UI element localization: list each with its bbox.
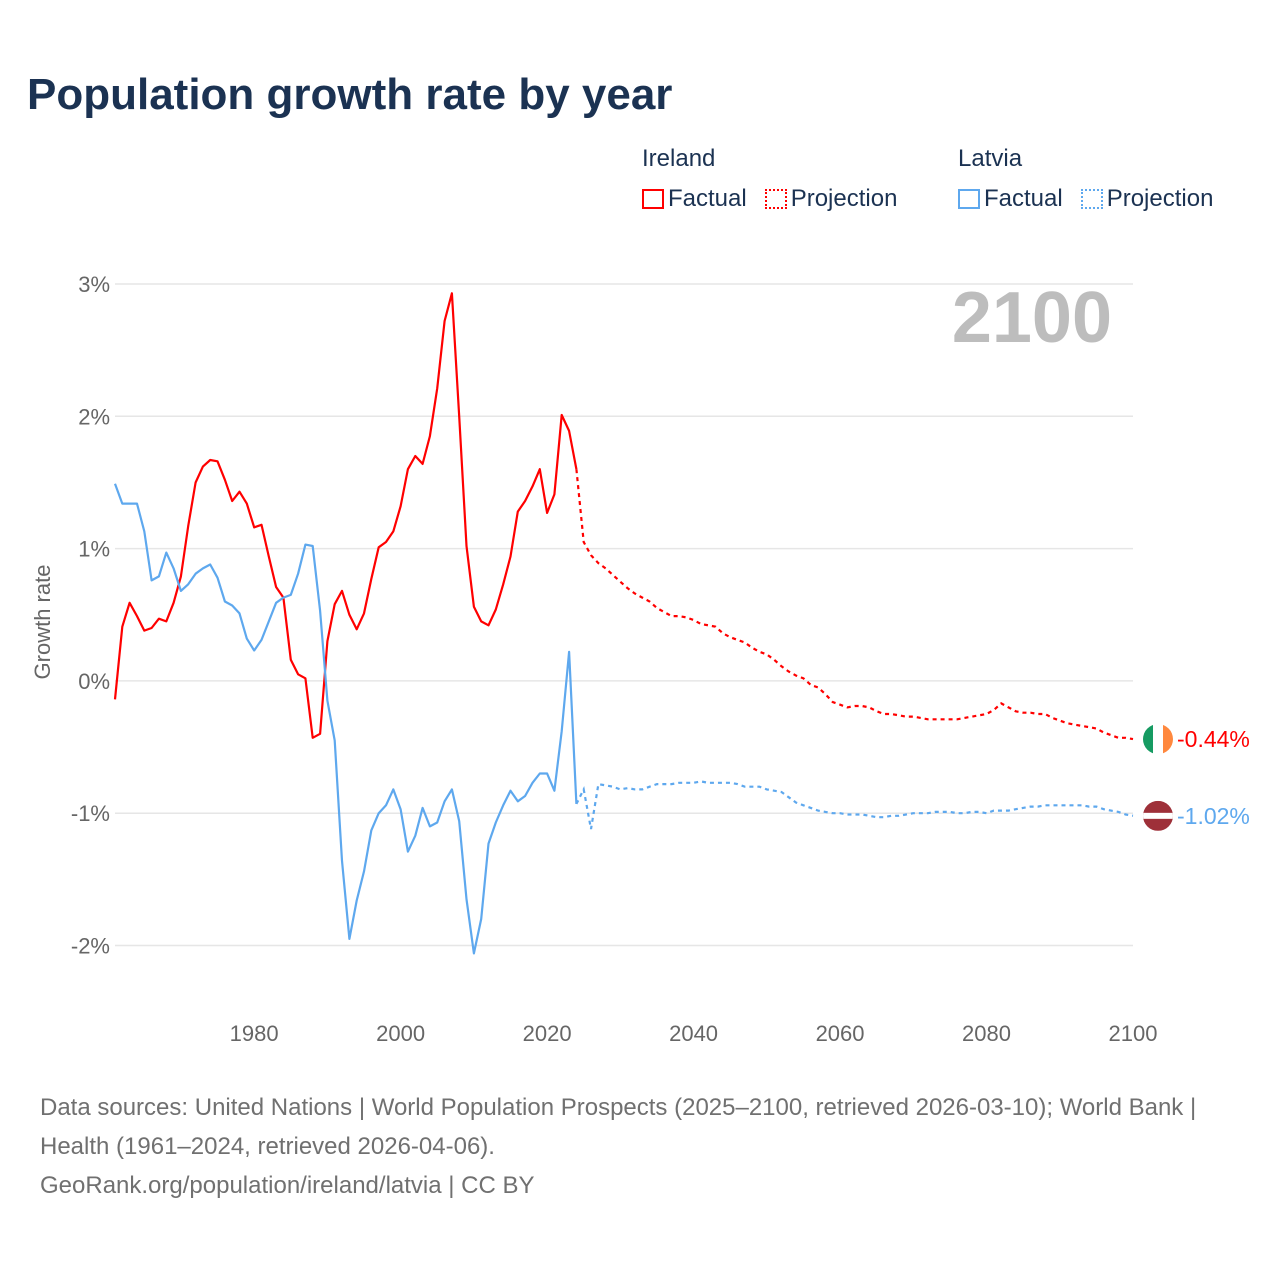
y-tick-label: 1% [78,537,110,562]
series-ireland-projection-line [575,469,1134,741]
y-tick-label: 3% [78,272,110,297]
data-sources: Data sources: United Nations | World Pop… [40,1094,1197,1160]
legend-swatch-dotted [1080,189,1103,209]
legend-ireland-factual[interactable]: Factual [642,185,747,213]
flag-stripe [1163,724,1173,755]
chart-title: Population growth rate by year [27,70,673,119]
series-latvia-projection-line [575,780,1134,830]
flag-stripe [1143,812,1173,819]
credit-link[interactable]: GeoRank.org/population/ireland/latvia | … [40,1172,535,1199]
y-tick-label: 0% [78,669,110,694]
legend-latvia-factual[interactable]: Factual [958,185,1063,213]
legend-ireland: Ireland Factual Projection [642,145,909,213]
legend-swatch-dotted [764,189,787,209]
y-axis-label: Growth rate [30,565,55,680]
x-tick-label: 2080 [962,1021,1011,1046]
legend-label: Factual [984,185,1063,212]
legend-swatch-solid [958,189,980,209]
y-tick-label: -1% [71,801,110,826]
legend-country-latvia: Latvia [958,145,1023,172]
legend-latvia-projection[interactable]: Projection [1080,185,1214,213]
legend-ireland-projection[interactable]: Projection [764,185,898,213]
x-tick-label: 2020 [523,1021,572,1046]
legend-label: Projection [1106,185,1214,212]
x-tick-label: 2040 [669,1021,718,1046]
legend-label: Projection [790,185,898,212]
footer: Data sources: United Nations | World Pop… [40,1088,1240,1205]
ireland-flag-icon [1143,724,1173,755]
year-marker: 2100 [952,278,1112,358]
latvia-flag-icon [1143,800,1173,831]
x-tick-label: 2000 [376,1021,425,1046]
y-tick-label: -2% [71,934,110,959]
y-tick-label: 2% [78,404,110,429]
x-tick-label: 1980 [230,1021,279,1046]
latvia-end-value-label: -1.02% [1177,803,1250,829]
x-tick-label: 2100 [1109,1021,1158,1046]
legend-swatch-solid [642,189,664,209]
legend-country-ireland: Ireland [642,145,716,172]
flag-stripe [1153,724,1163,755]
legend-latvia: Latvia Factual Projection [958,145,1225,213]
legend-label: Factual [668,185,747,212]
flag-stripe [1143,724,1153,755]
ireland-end-value-label: -0.44% [1177,726,1250,752]
series-latvia-factual-line [113,483,578,955]
series-ireland-factual-line [113,292,578,739]
x-tick-label: 2060 [816,1021,865,1046]
